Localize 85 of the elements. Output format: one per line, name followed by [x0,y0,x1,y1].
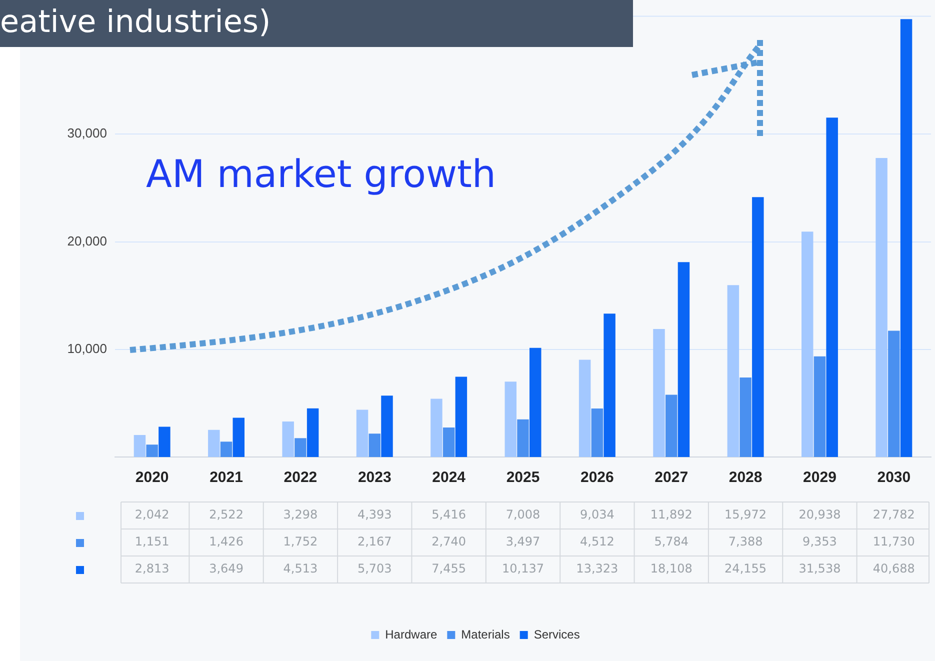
legend-label: Hardware [385,627,438,642]
data-label: 9,353 [802,534,837,549]
bar [578,360,591,457]
bar [678,262,690,457]
x-tick-label: 2023 [358,469,392,486]
data-label: 5,416 [432,508,466,522]
data-label: 24,155 [724,562,767,576]
data-label: 31,538 [798,562,841,576]
data-label: 2,740 [432,534,466,549]
data-label: 27,782 [872,508,915,522]
data-label: 20,938 [798,508,841,522]
bar [208,430,220,457]
data-label: 9,034 [580,508,614,522]
data-label: 2,042 [134,508,170,522]
bar [876,158,888,457]
x-tick-label: 2028 [728,469,762,486]
x-tick-label: 2030 [877,469,911,486]
data-label: 11,892 [650,508,692,522]
data-label: 11,730 [872,534,915,549]
y-tick-label: 20,000 [67,233,107,248]
bar [727,285,740,457]
bar [504,382,517,457]
bar [381,396,393,457]
bar [517,419,529,457]
data-label: 1,151 [134,534,170,549]
data-label: 4,513 [283,562,318,576]
y-tick-label: 30,000 [67,126,107,141]
bar [356,410,368,457]
data-label: 7,455 [432,562,466,576]
x-tick-label: 2026 [580,469,614,486]
bar [220,442,232,457]
data-label: 5,784 [654,534,689,549]
legend-label: Materials [461,627,510,642]
bar [455,376,468,457]
data-label: 2,813 [134,562,170,576]
bar [529,348,542,457]
x-tick-label: 2027 [654,469,688,486]
bar [900,19,912,457]
data-label: 13,323 [576,562,618,576]
data-label: 3,497 [506,534,540,549]
data-label: 3,298 [283,508,318,522]
y-tick-label: 10,000 [67,340,107,356]
data-label: 2,522 [209,508,244,522]
x-tick-label: 2021 [210,469,243,486]
bar [604,314,616,457]
bar [306,408,319,457]
x-tick-label: 2025 [506,469,540,486]
data-label: 10,137 [502,562,544,576]
data-label: 1,752 [283,534,318,549]
bar [368,434,381,457]
data-label: 3,649 [209,562,244,576]
bar [888,330,900,457]
bar [653,329,665,457]
bar [442,428,455,457]
data-label: 18,108 [650,562,692,576]
x-tick-label: 2020 [135,469,169,486]
bar [814,356,826,457]
bar [826,118,838,457]
data-label: 7,008 [506,508,540,522]
data-label: 15,972 [724,508,767,522]
bar [801,232,814,457]
data-label: 4,393 [357,508,392,522]
x-tick-label: 2022 [284,469,318,486]
bar [294,438,306,457]
chart-title: eative industries) [0,3,271,42]
data-label: 1,426 [209,534,244,549]
bar [146,444,158,457]
bar [752,197,764,457]
x-tick-label: 2029 [803,469,836,486]
bar [430,398,442,457]
legend-label: Services [534,627,580,642]
bar [158,426,170,457]
annotation: AM market growth [146,152,496,196]
bar [134,435,146,457]
bar [740,378,752,457]
bar [282,422,294,457]
bar [591,408,604,457]
bar [665,394,678,457]
bar [232,418,245,457]
x-tick-label: 2024 [432,469,466,486]
data-label: 7,388 [728,534,763,549]
data-label: 5,703 [357,562,392,576]
data-label: 4,512 [580,534,614,549]
data-label: 2,167 [357,534,392,549]
data-label: 40,688 [872,562,915,576]
